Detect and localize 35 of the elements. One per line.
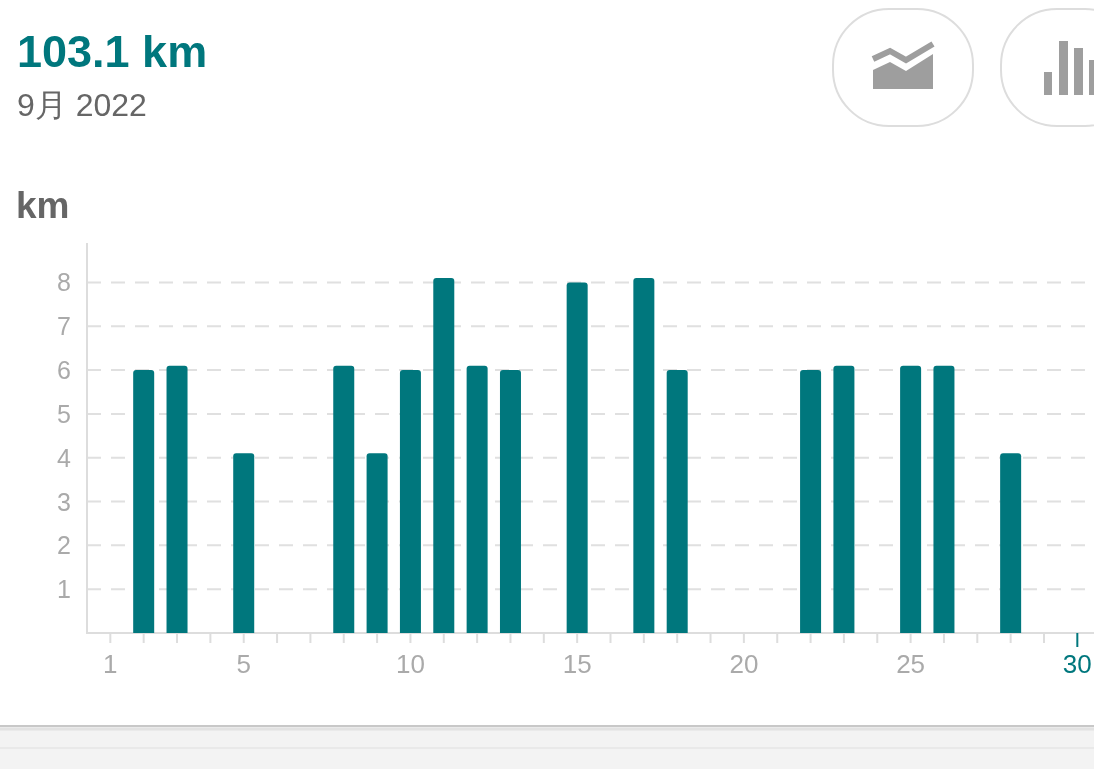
bar bbox=[233, 453, 255, 633]
bar bbox=[333, 365, 355, 633]
y-tick-label: 3 bbox=[57, 487, 71, 516]
bar bbox=[166, 365, 188, 633]
y-tick-label: 2 bbox=[57, 531, 71, 560]
x-tick-label: 5 bbox=[236, 649, 251, 679]
bar bbox=[366, 453, 388, 633]
x-tick-label: 15 bbox=[562, 649, 592, 679]
y-tick-label: 8 bbox=[57, 268, 71, 297]
y-tick-label: 5 bbox=[57, 399, 71, 428]
bar bbox=[900, 365, 922, 633]
chart-subtitle: 9月 2022 bbox=[17, 87, 147, 123]
bar bbox=[466, 365, 488, 633]
x-tick-label: 10 bbox=[395, 649, 425, 679]
x-tick-label: 30 bbox=[1062, 649, 1092, 679]
y-tick-label: 7 bbox=[57, 312, 71, 341]
bar bbox=[633, 278, 655, 633]
x-tick-label: 25 bbox=[896, 649, 926, 679]
bar bbox=[1000, 453, 1022, 633]
bar bbox=[433, 278, 455, 633]
bar bbox=[566, 282, 588, 633]
bar bbox=[833, 365, 855, 633]
bar bbox=[666, 370, 688, 633]
bar bbox=[800, 370, 822, 633]
y-tick-label: 4 bbox=[57, 443, 72, 472]
y-tick-label: 1 bbox=[57, 575, 71, 604]
chart-title: 103.1 km bbox=[17, 26, 208, 77]
bar bbox=[133, 370, 155, 633]
y-tick-label: 6 bbox=[57, 356, 71, 385]
y-axis-title: km bbox=[16, 185, 70, 226]
bar bbox=[499, 370, 521, 633]
x-tick-label: 1 bbox=[103, 649, 118, 679]
x-tick-label: 20 bbox=[729, 649, 759, 679]
bar bbox=[933, 365, 955, 633]
bar bbox=[399, 370, 421, 633]
